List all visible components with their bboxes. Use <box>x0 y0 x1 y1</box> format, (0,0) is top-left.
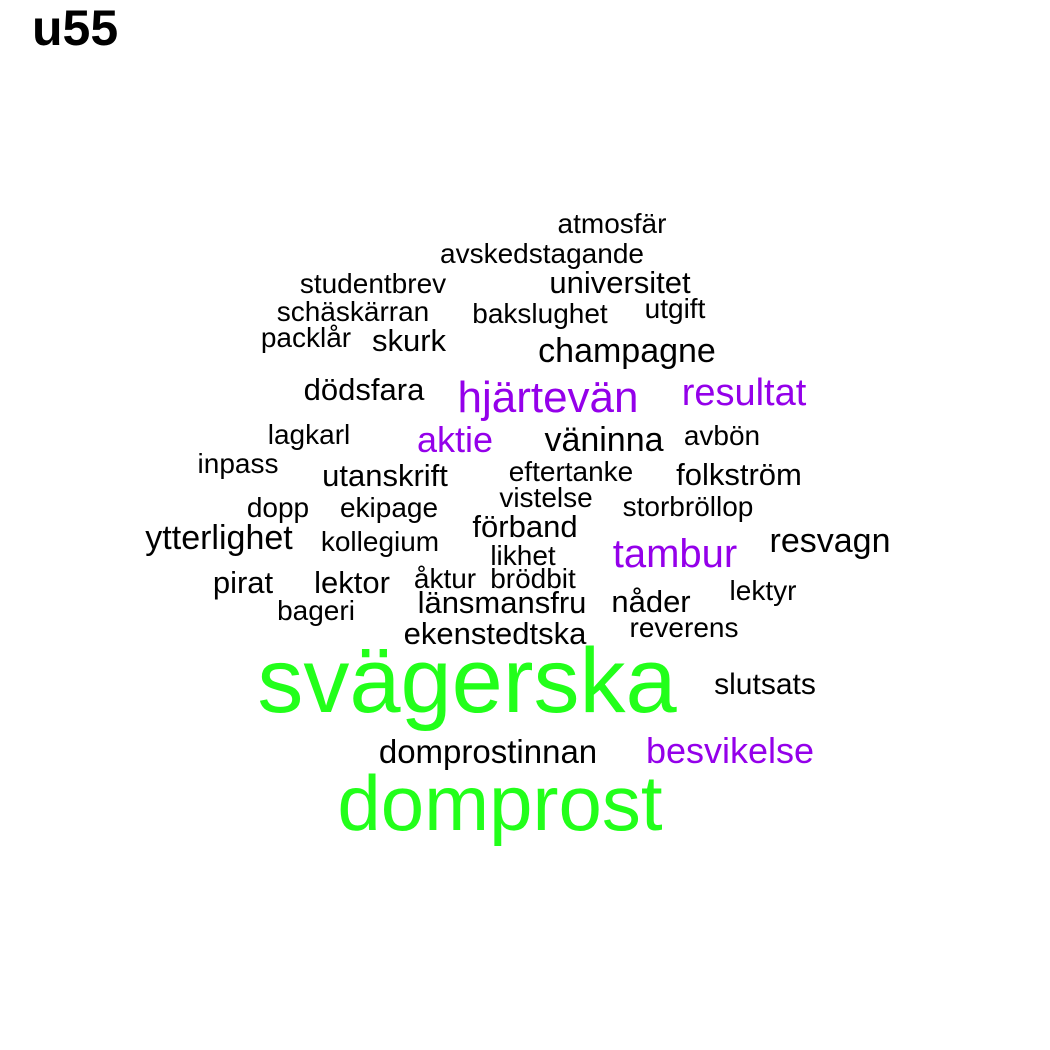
cloud-word-36: åktur <box>414 563 476 594</box>
cloud-word-3: resultat <box>682 372 807 414</box>
cloud-word-13: utgift <box>645 293 706 324</box>
cloud-word-16: champagne <box>538 332 716 370</box>
cloud-word-33: resvagn <box>770 522 891 560</box>
cloud-word-42: ekenstedtska <box>404 616 587 651</box>
cloud-word-19: väninna <box>544 421 663 459</box>
cloud-word-12: bakslughet <box>472 298 608 329</box>
cloud-word-6: besvikelse <box>646 730 814 771</box>
cloud-word-11: schäskärran <box>277 296 430 327</box>
cloud-word-25: vistelse <box>499 482 592 513</box>
cloud-word-21: inpass <box>198 448 279 479</box>
cloud-word-10: universitet <box>549 265 691 300</box>
cloud-word-32: likhet <box>490 540 556 571</box>
cloud-word-29: förband <box>472 509 577 544</box>
cloud-word-15: skurk <box>372 323 447 358</box>
cloud-word-39: bageri <box>277 595 355 626</box>
cloud-word-4: aktie <box>417 419 493 460</box>
cloud-word-7: atmosfär <box>558 208 667 239</box>
cloud-word-34: pirat <box>213 565 274 600</box>
cloud-word-41: nåder <box>611 584 690 619</box>
cloud-word-31: kollegium <box>321 526 439 557</box>
cloud-word-35: lektor <box>314 565 390 600</box>
cloud-word-5: tambur <box>613 532 738 576</box>
cloud-word-23: eftertanke <box>509 456 634 487</box>
cloud-word-40: länsmansfru <box>418 585 587 620</box>
cloud-word-43: reverens <box>630 612 739 643</box>
cloud-word-22: utanskrift <box>322 458 448 493</box>
cloud-word-20: avbön <box>684 420 760 451</box>
cloud-word-45: domprostinnan <box>379 733 597 770</box>
cloud-word-0: svägerska <box>257 630 677 732</box>
cloud-word-30: ytterlighet <box>145 519 293 557</box>
cloud-word-14: packlår <box>261 322 351 353</box>
cloud-word-27: ekipage <box>340 492 438 523</box>
cloud-word-2: hjärtevän <box>457 373 638 422</box>
page-title: u55 <box>32 0 119 56</box>
cloud-word-18: lagkarl <box>268 419 350 450</box>
cloud-word-1: domprost <box>337 759 662 847</box>
cloud-word-38: lektyr <box>730 575 797 606</box>
cloud-word-24: folkström <box>676 457 802 492</box>
cloud-word-9: studentbrev <box>300 268 446 299</box>
cloud-word-17: dödsfara <box>304 372 425 407</box>
cloud-word-44: slutsats <box>714 668 816 701</box>
cloud-word-8: avskedstagande <box>440 238 644 269</box>
cloud-word-37: brödbit <box>490 563 576 594</box>
cloud-word-28: storbröllop <box>623 491 754 522</box>
cloud-word-26: dopp <box>247 492 309 523</box>
